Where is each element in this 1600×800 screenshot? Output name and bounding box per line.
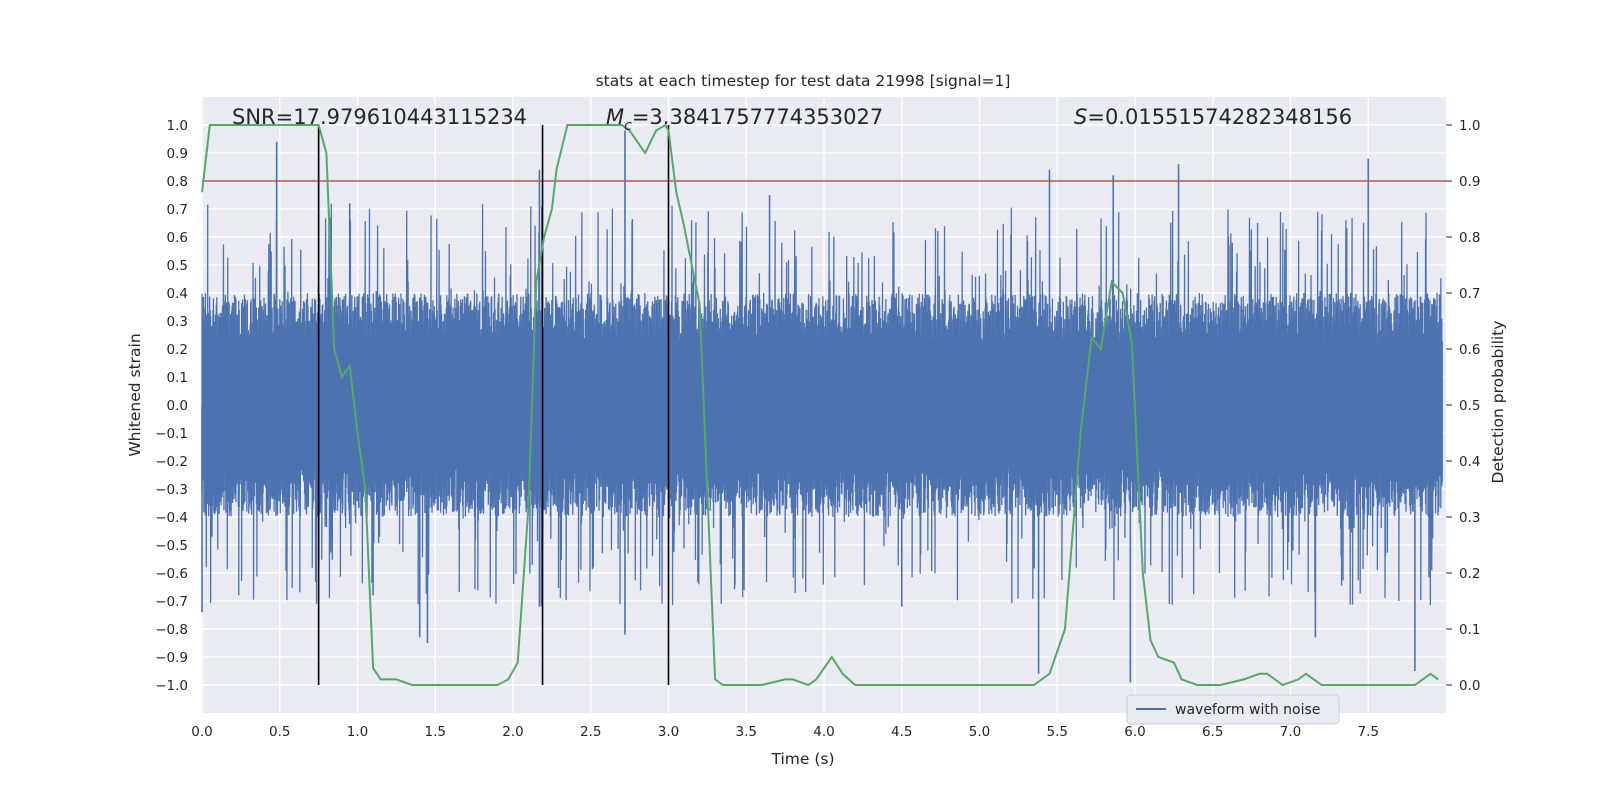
x-tick-label: 4.0 — [813, 724, 834, 740]
y-tick-label: 0.8 — [167, 174, 188, 190]
x-tick-label: 0.5 — [269, 724, 290, 740]
y2-tick-label: 1.0 — [1459, 118, 1480, 134]
y2-tick-label: 0.9 — [1459, 174, 1480, 190]
mc-annotation: Mc=3.3841757774353027 — [606, 105, 883, 134]
y-tick-label: 0.1 — [167, 370, 188, 386]
s-value: =0.01551574282348156 — [1087, 105, 1352, 129]
y-axis-title: Whitened strain — [126, 333, 144, 456]
y2-tick-label: 0.3 — [1459, 510, 1480, 526]
x-tick-label: 3.0 — [658, 724, 679, 740]
y-tick-label: 0.7 — [167, 202, 188, 218]
x-tick-label: 2.5 — [580, 724, 601, 740]
x-tick-label: 1.0 — [347, 724, 368, 740]
x-tick-label: 4.5 — [891, 724, 912, 740]
y-tick-label: −0.4 — [155, 510, 188, 526]
x-tick-label: 2.0 — [502, 724, 523, 740]
y2-tick-label: 0.6 — [1459, 342, 1480, 358]
y-tick-label: −0.6 — [155, 566, 188, 582]
y2-tick-label: 0.5 — [1459, 398, 1480, 414]
y2-axis-title: Detection probability — [1489, 321, 1507, 484]
y-tick-labels: 1.0 0.9 0.8 0.7 0.6 0.5 0.4 0.3 0.2 0.1 0.0 −0.1 −0.… — [155, 118, 188, 694]
x-tick-label: 1.5 — [425, 724, 446, 740]
s-annotation: S=0.01551574282348156 — [1074, 105, 1352, 129]
y-tick-label: −0.1 — [155, 426, 188, 442]
x-tick-label: 5.0 — [969, 724, 990, 740]
legend-box — [1126, 694, 1340, 725]
x-tick-label: 6.5 — [1202, 724, 1223, 740]
y-tick-label: −0.9 — [155, 650, 188, 666]
y2-tick-label: 0.0 — [1459, 678, 1480, 694]
x-tick-label: 6.0 — [1124, 724, 1145, 740]
y-tick-label: −0.7 — [155, 594, 188, 610]
legend-label: waveform with noise — [1175, 702, 1320, 718]
s-symbol: S — [1074, 105, 1087, 129]
y-tick-label: −1.0 — [155, 678, 188, 694]
y2-tick-label: 0.8 — [1459, 230, 1480, 246]
y-tick-label: 0.0 — [167, 398, 188, 414]
x-tick-labels: 0.0 0.5 1.0 1.5 2.0 2.5 3.0 3.5 4.0 4.5 5.0 5.5 6.0 6… — [191, 724, 1379, 740]
x-tick-label: 0.0 — [191, 724, 212, 740]
strain-layer — [201, 130, 1443, 683]
y-tick-label: 0.9 — [167, 146, 188, 162]
y2-tick-label: 0.7 — [1459, 286, 1480, 302]
y-tick-label: −0.5 — [155, 538, 188, 554]
y-tick-label: −0.3 — [155, 482, 188, 498]
strain-trace — [201, 203, 1443, 607]
detection-probability-line — [201, 123, 1439, 687]
mc-subscript: c — [624, 118, 632, 134]
y-tick-label: −0.2 — [155, 454, 188, 470]
x-tick-label: 7.0 — [1280, 724, 1301, 740]
mc-value: =3.3841757774353027 — [632, 105, 883, 129]
legend: waveform with noise — [1126, 694, 1340, 725]
x-tick-label: 3.5 — [736, 724, 757, 740]
y2-tick-label: 0.1 — [1459, 622, 1480, 638]
y-tick-label: 0.2 — [167, 342, 188, 358]
chart-title: stats at each timestep for test data 219… — [596, 72, 1011, 90]
y-tick-label: 0.5 — [167, 258, 188, 274]
y-tick-label: 0.3 — [167, 314, 188, 330]
x-tick-label: 7.5 — [1358, 724, 1379, 740]
mc-symbol: M — [606, 105, 624, 129]
x-tick-label: 5.5 — [1047, 724, 1068, 740]
snr-annotation: SNR=17.979610443115234 — [232, 105, 527, 129]
event-lines — [317, 125, 670, 685]
y-tick-label: 1.0 — [167, 118, 188, 134]
y-tick-label: −0.8 — [155, 622, 188, 638]
y-tick-label: 0.6 — [167, 230, 188, 246]
y-tick-label: 0.4 — [167, 286, 188, 302]
y2-tick-label: 0.2 — [1459, 566, 1480, 582]
x-axis-title: Time (s) — [770, 750, 834, 768]
y2-tick-labels: 1.0 0.9 0.8 0.7 0.6 0.5 0.4 0.3 0.2 0.1 0.0 — [1446, 118, 1480, 694]
y2-tick-label: 0.4 — [1459, 454, 1480, 470]
